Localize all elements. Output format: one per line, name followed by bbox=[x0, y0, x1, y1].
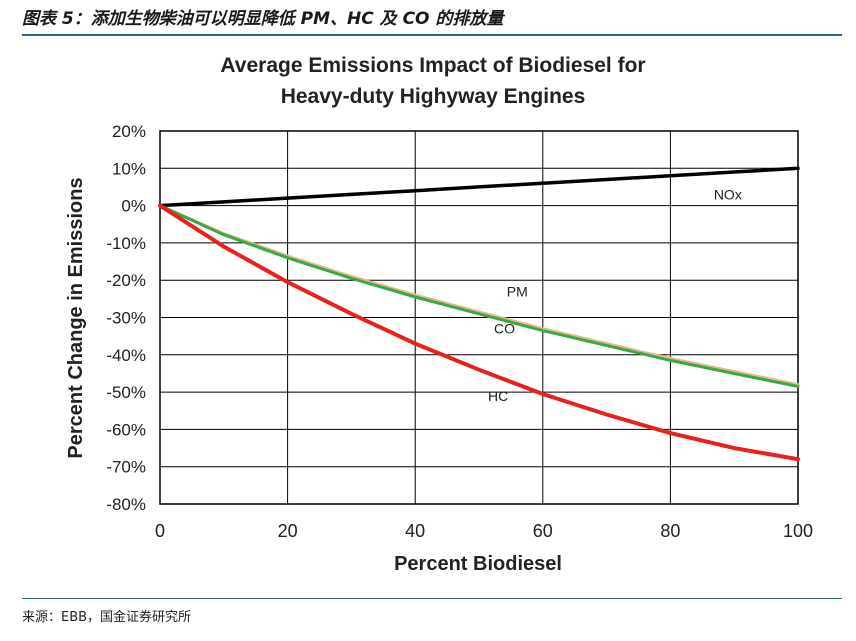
chart-title-line-2: Heavy-duty Highyway Engines bbox=[281, 85, 586, 108]
y-tick-label: 20% bbox=[112, 122, 146, 141]
chart-title-line-1: Average Emissions Impact of Biodiesel fo… bbox=[220, 54, 645, 77]
x-tick-labels: 0 20 40 60 80 100 bbox=[155, 521, 813, 541]
plot-frame bbox=[159, 130, 799, 505]
series-labels: NOx PM CO HC bbox=[488, 186, 742, 403]
series-line-pm bbox=[158, 204, 800, 387]
x-tick-label: 100 bbox=[783, 521, 813, 541]
series-label-co: CO bbox=[494, 321, 515, 337]
x-tick-label: 60 bbox=[533, 521, 553, 541]
y-tick-label: -70% bbox=[106, 458, 146, 477]
y-tick-label: 10% bbox=[112, 159, 146, 178]
y-tick-label: -50% bbox=[106, 383, 146, 402]
line-chart: Average Emissions Impact of Biodiesel fo… bbox=[65, 54, 813, 575]
series-label-pm: PM bbox=[507, 283, 528, 299]
grid bbox=[159, 130, 799, 505]
series-lines bbox=[158, 166, 800, 462]
y-tick-label: 0% bbox=[121, 197, 146, 216]
x-axis-label: Percent Biodiesel bbox=[394, 553, 562, 575]
series-line-hc bbox=[158, 203, 800, 462]
x-tick-label: 80 bbox=[660, 521, 680, 541]
series-line-nox bbox=[158, 166, 800, 208]
source-rule bbox=[22, 598, 842, 599]
y-tick-label: -10% bbox=[106, 234, 146, 253]
source-note: 来源：EBB，国金证券研究所 bbox=[22, 610, 192, 625]
y-tick-labels: 20% 10% 0% -10% -20% -30% -40% -50% -60% -70% -80% bbox=[106, 122, 146, 514]
series-line-co bbox=[158, 204, 800, 388]
y-tick-label: -20% bbox=[106, 271, 146, 290]
caption-rule bbox=[22, 34, 842, 36]
x-tick-label: 40 bbox=[405, 521, 425, 541]
x-tick-label: 0 bbox=[155, 521, 165, 541]
x-tick-label: 20 bbox=[278, 521, 298, 541]
y-axis-label: Percent Change in Emissions bbox=[65, 177, 87, 458]
series-label-hc: HC bbox=[488, 388, 508, 404]
figure-caption: 图表 5：添加生物柴油可以明显降低 PM、HC 及 CO 的排放量 bbox=[22, 9, 504, 29]
y-tick-label: -80% bbox=[106, 495, 146, 514]
y-tick-label: -60% bbox=[106, 420, 146, 439]
y-tick-label: -40% bbox=[106, 346, 146, 365]
series-label-nox: NOx bbox=[714, 186, 742, 202]
y-tick-label: -30% bbox=[106, 309, 146, 328]
